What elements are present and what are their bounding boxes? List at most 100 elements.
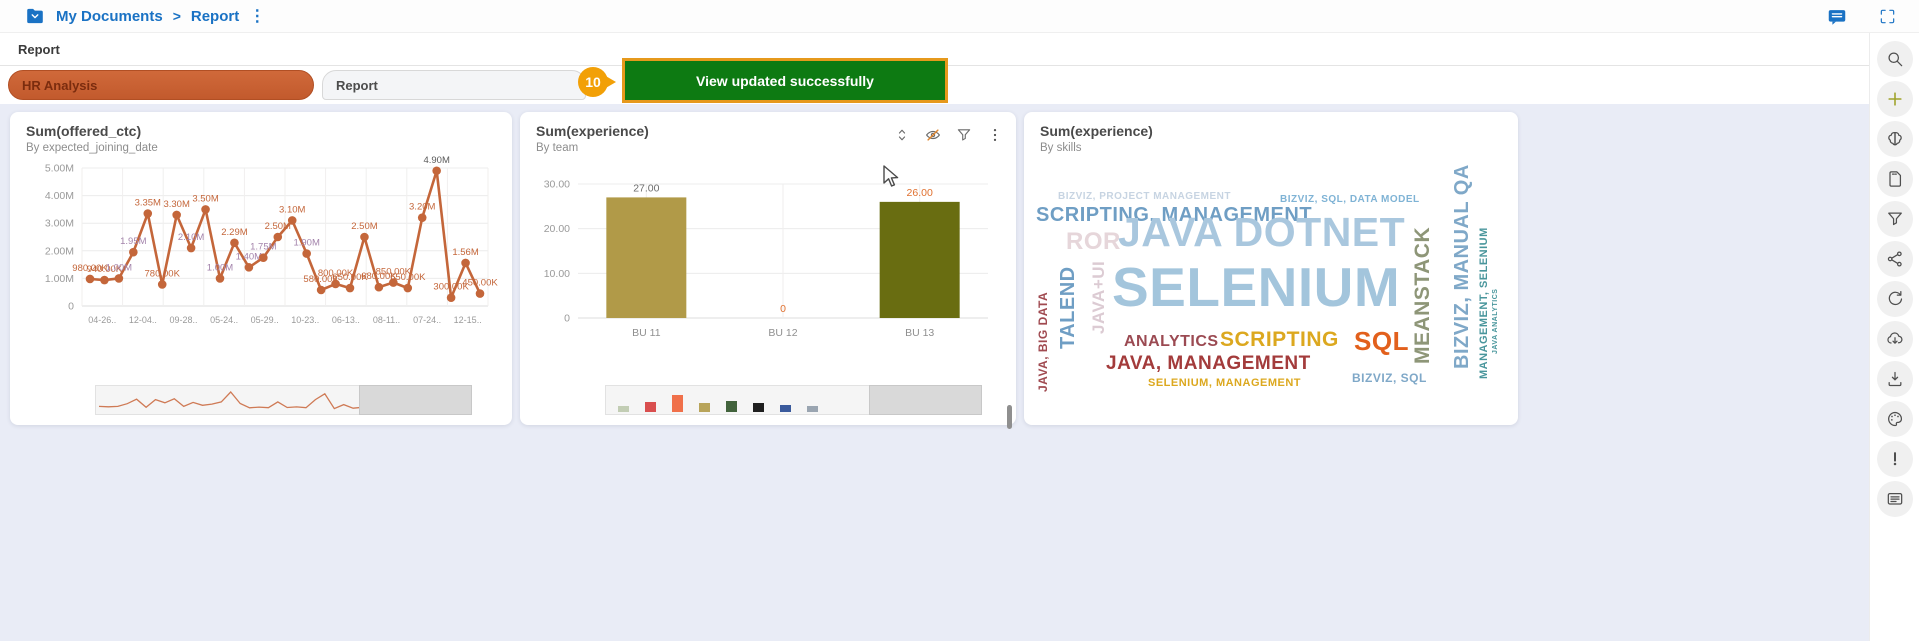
svg-text:10-23..: 10-23..: [291, 315, 319, 325]
svg-text:BU 12: BU 12: [768, 327, 797, 339]
more-menu-button[interactable]: [984, 124, 1006, 146]
svg-text:05-29..: 05-29..: [251, 315, 279, 325]
preview-bar: [807, 406, 818, 412]
comment-icon: [1887, 492, 1902, 505]
alert-button[interactable]: [1876, 441, 1913, 477]
svg-text:1.95M: 1.95M: [120, 236, 146, 247]
svg-text:1.75M: 1.75M: [250, 242, 276, 253]
card-offered-ctc: Sum(offered_ctc) By expected_joining_dat…: [10, 112, 512, 425]
word-cloud-term[interactable]: SCRIPTING, MANAGEMENT: [1036, 204, 1313, 226]
tab-report[interactable]: Report: [322, 70, 586, 100]
add-button[interactable]: [1876, 81, 1913, 117]
storage-card-icon: [1888, 171, 1901, 187]
word-cloud-term[interactable]: JAVA DOTNET: [1118, 209, 1406, 255]
filter-button[interactable]: [953, 124, 975, 146]
word-cloud-term[interactable]: MANAGEMENT, SELENIUM: [1478, 227, 1490, 379]
svg-text:580.00K: 580.00K: [303, 274, 339, 285]
word-cloud-term[interactable]: SCRIPTING: [1220, 328, 1339, 351]
preview-bar: [645, 402, 656, 412]
storage-card-button[interactable]: [1876, 161, 1913, 197]
word-cloud-term[interactable]: BIZVIZ, MANUAL QA: [1451, 164, 1473, 369]
folder-icon: [27, 8, 43, 24]
tab-hr-analysis[interactable]: HR Analysis: [8, 70, 314, 100]
word-cloud-term[interactable]: SELENIUM, MANAGEMENT: [1148, 377, 1301, 389]
word-cloud-term[interactable]: SQL: [1354, 326, 1409, 356]
svg-text:850.00K: 850.00K: [376, 267, 412, 278]
word-cloud-term[interactable]: JAVA+UI: [1089, 260, 1108, 334]
word-cloud-term[interactable]: MEANSTACK: [1411, 226, 1434, 364]
svg-text:650.00K: 650.00K: [332, 272, 368, 283]
breadcrumb-report[interactable]: Report: [190, 7, 240, 25]
ai-brain-button[interactable]: [1876, 121, 1913, 157]
svg-text:27.00: 27.00: [633, 182, 659, 194]
word-cloud-term[interactable]: ROR: [1066, 228, 1121, 255]
breadcrumb-my-documents[interactable]: My Documents: [56, 7, 163, 25]
search-icon: [1887, 52, 1902, 67]
word-cloud-term[interactable]: JAVA, MANAGEMENT: [1106, 353, 1311, 374]
word-cloud-term[interactable]: BIZVIZ, PROJECT MANAGEMENT: [1058, 191, 1232, 202]
zoom-scrollbar-handle[interactable]: [869, 385, 982, 415]
refresh-button[interactable]: [1876, 281, 1913, 317]
word-cloud-term[interactable]: JAVA, BIG DATA: [1036, 291, 1050, 392]
chart-title: Sum(experience): [536, 123, 649, 139]
download-button[interactable]: [1876, 361, 1913, 397]
toast-notification: View updated successfully: [622, 58, 948, 103]
word-cloud-term[interactable]: TALEND: [1057, 266, 1079, 349]
filter-button[interactable]: [1876, 201, 1913, 237]
svg-text:BU 13: BU 13: [905, 327, 934, 339]
page-title: Report: [18, 41, 60, 57]
card-experience-by-team: Sum(experience) By team 30.00 20.00 10.00 0…: [520, 112, 1016, 429]
cloud-download-button[interactable]: [1876, 321, 1913, 357]
svg-text:1.40M: 1.40M: [236, 251, 262, 262]
filter-icon: [957, 129, 971, 141]
chart-subtitle: By skills: [1040, 142, 1082, 154]
preview-bar: [699, 403, 710, 412]
fullscreen-icon[interactable]: [1878, 7, 1897, 26]
topbar-actions: [1826, 0, 1897, 33]
word-cloud-chart[interactable]: BIZVIZ, PROJECT MANAGEMENT BIZVIZ, SQL, D…: [1024, 164, 1518, 425]
sort-vertical-button[interactable]: [891, 124, 913, 146]
chart-zoom-strip[interactable]: [605, 385, 982, 415]
word-cloud-term[interactable]: BIZVIZ, SQL, DATA MODEL: [1280, 194, 1420, 205]
word-cloud-term[interactable]: ANALYTICS: [1124, 333, 1219, 350]
chart-toolbar: [891, 124, 1006, 146]
svg-text:450.00K: 450.00K: [462, 278, 498, 289]
palette-icon: [1887, 411, 1902, 427]
comments-icon[interactable]: [1826, 6, 1848, 28]
svg-text:12-15..: 12-15..: [454, 315, 482, 325]
word-cloud-term[interactable]: BIZVIZ, SQL: [1352, 371, 1427, 385]
svg-text:09-28..: 09-28..: [169, 315, 197, 325]
svg-text:1.56M: 1.56M: [452, 247, 478, 258]
breadcrumb-more-menu-icon[interactable]: ⋮: [249, 8, 266, 25]
zoom-scrollbar-handle[interactable]: [359, 385, 472, 415]
svg-text:05-24..: 05-24..: [210, 315, 238, 325]
svg-text:12-04..: 12-04..: [129, 315, 157, 325]
svg-text:1.90M: 1.90M: [293, 238, 319, 249]
svg-text:08-11..: 08-11..: [373, 315, 400, 325]
hide-eye-button[interactable]: [922, 124, 944, 146]
step-badge: 10: [578, 67, 616, 97]
bar-chart[interactable]: 30.00 20.00 10.00 0 27.00 BU 11 0 BU 12 26.00 BU …: [520, 168, 1000, 368]
svg-text:3.20M: 3.20M: [409, 202, 435, 213]
vertical-scrollbar[interactable]: [1007, 405, 1012, 429]
svg-text:1.00M: 1.00M: [45, 273, 74, 285]
chart-zoom-strip[interactable]: [95, 385, 472, 415]
palette-button[interactable]: [1876, 401, 1913, 437]
svg-text:07-24..: 07-24..: [413, 315, 441, 325]
word-cloud-term[interactable]: JAVA ANALYTICS: [1492, 288, 1499, 354]
svg-text:2.00M: 2.00M: [45, 245, 74, 257]
alert-icon: [1893, 452, 1896, 466]
download-icon: [1888, 371, 1901, 387]
search-button[interactable]: [1876, 41, 1913, 77]
comment-button[interactable]: [1876, 481, 1913, 517]
more-menu-icon: [993, 129, 997, 141]
svg-text:4.00M: 4.00M: [45, 190, 74, 202]
word-cloud-term[interactable]: SELENIUM: [1112, 256, 1401, 318]
share-button[interactable]: [1876, 241, 1913, 277]
add-icon: [1887, 92, 1902, 106]
breadcrumb-separator-icon: >: [172, 8, 181, 24]
preview-bar: [753, 403, 764, 412]
line-chart[interactable]: 5.00M 4.00M 3.00M 2.00M 1.00M 0 980.00K940.00K…: [10, 155, 500, 371]
svg-text:1.00M: 1.00M: [207, 262, 233, 273]
